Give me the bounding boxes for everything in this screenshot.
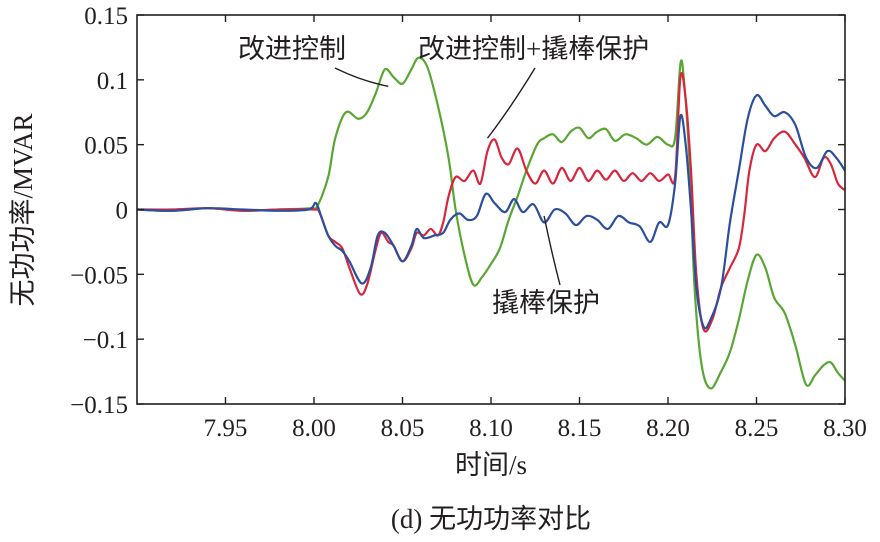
- series-improved-control-crowbar: [137, 71, 845, 333]
- x-tick-label: 8.10: [469, 415, 513, 442]
- x-tick-label: 8.25: [735, 415, 779, 442]
- x-tick-label: 8.15: [558, 415, 602, 442]
- y-tick-label: 0: [116, 198, 129, 225]
- annotation-improved-control-crowbar-leader: [486, 67, 536, 139]
- x-tick-label: 8.00: [292, 415, 336, 442]
- y-tick-label: 0.1: [97, 68, 128, 95]
- y-tick-label: −0.05: [70, 262, 128, 289]
- x-tick-label: 8.30: [823, 415, 867, 442]
- annotation-improved-control: 改进控制: [238, 34, 346, 64]
- series-improved-control: [137, 56, 845, 390]
- annotation-crowbar-leader: [543, 215, 561, 286]
- annotation-improved-control-crowbar: 改进控制+撬棒保护: [418, 34, 649, 64]
- ticks-layer: 7.95 8.00 8.05 8.10 8.15 8.20 8.25 8.30 0.15 0.1 0…: [70, 3, 867, 442]
- y-tick-label: −0.1: [83, 327, 128, 354]
- y-tick-label: 0.05: [84, 133, 128, 160]
- annotation-crowbar: 撬棒保护: [492, 288, 600, 318]
- y-tick-label: −0.15: [70, 392, 128, 419]
- x-tick-label: 7.95: [204, 415, 248, 442]
- y-tick-label: 0.15: [84, 3, 128, 30]
- x-tick-label: 8.05: [381, 415, 425, 442]
- x-tick-label: 8.20: [646, 415, 690, 442]
- annotation-improved-control-leader: [334, 67, 389, 87]
- series-layer: [137, 56, 845, 390]
- x-axis-title: 时间/s: [455, 450, 527, 480]
- figure-caption: (d) 无功功率对比: [391, 504, 591, 534]
- y-axis-title: 无功功率/MVAR: [8, 113, 38, 306]
